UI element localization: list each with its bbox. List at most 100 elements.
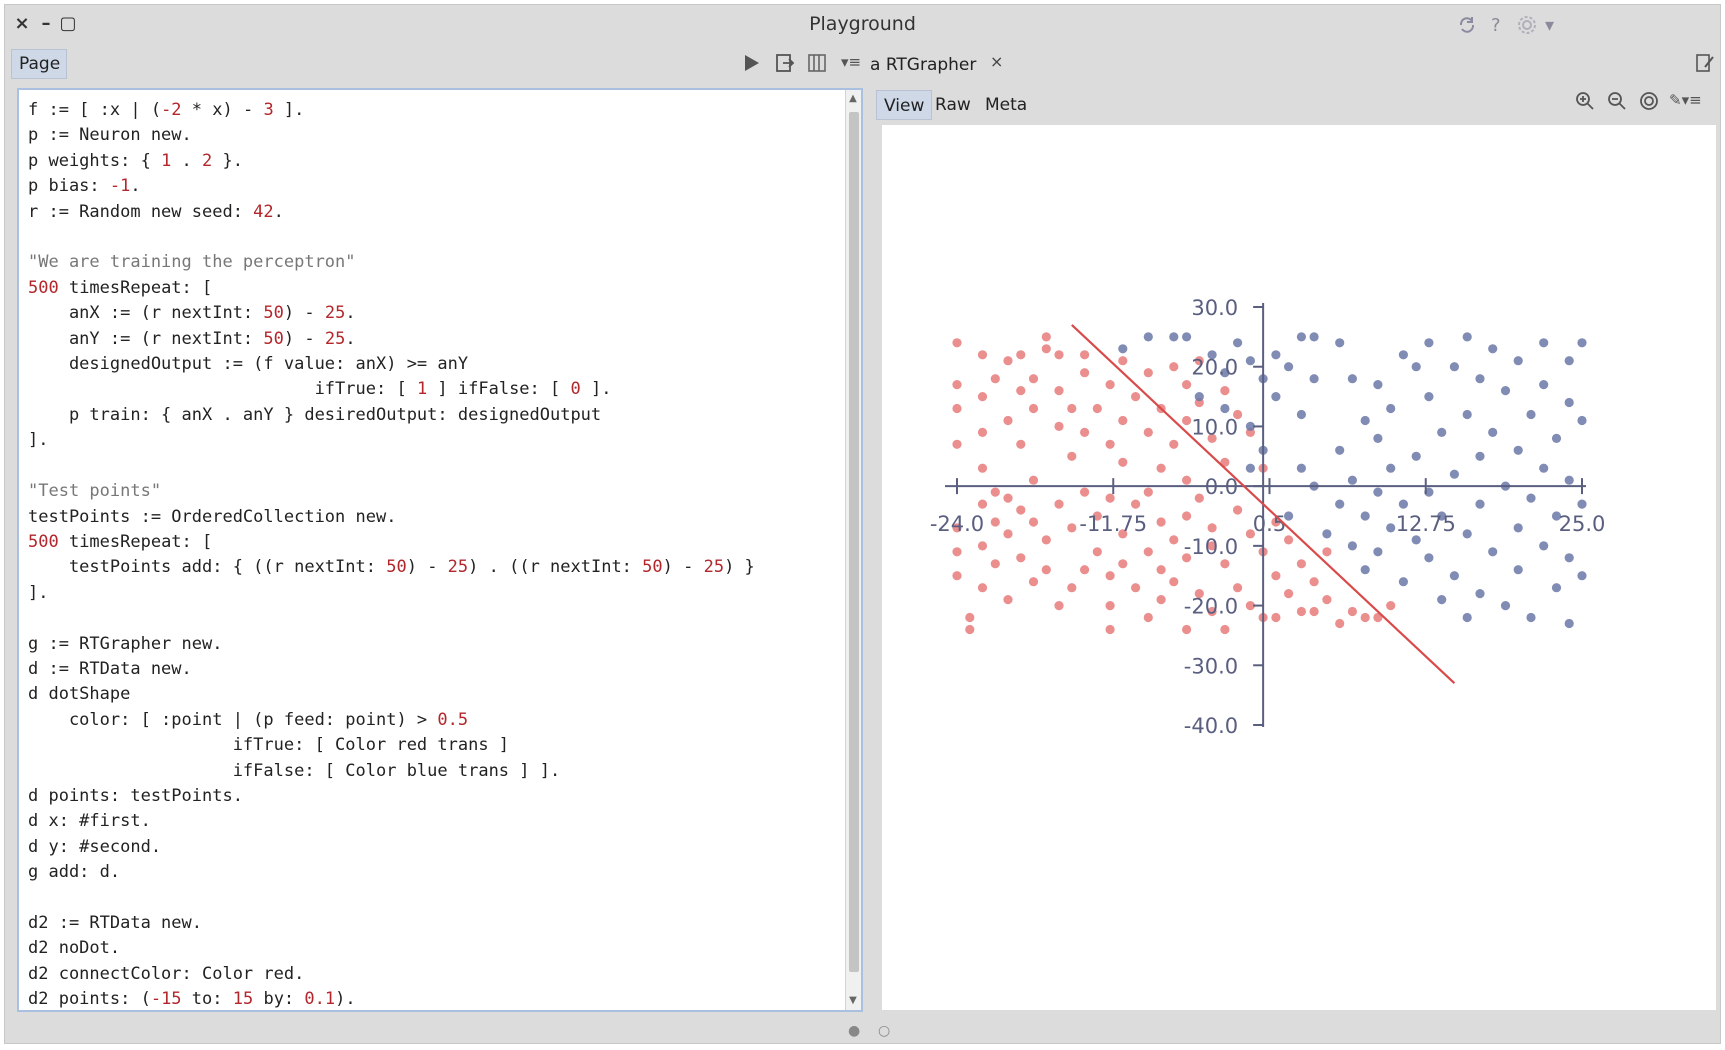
scroll-thumb[interactable] bbox=[849, 112, 859, 972]
gear-icon[interactable] bbox=[1517, 15, 1537, 40]
code-line[interactable]: p bias: -1. bbox=[28, 176, 141, 197]
code-line[interactable]: ifTrue: [ 1 ] ifFalse: [ 0 ]. bbox=[28, 379, 612, 400]
code-line[interactable]: g add: d. bbox=[28, 862, 121, 883]
red-point bbox=[1092, 403, 1102, 414]
y-tick-label: 20.0 bbox=[1191, 356, 1238, 380]
code-line[interactable]: 500 timesRepeat: [ bbox=[28, 531, 213, 552]
code-line[interactable]: anY := (r nextInt: 50) - 25. bbox=[28, 328, 356, 349]
code-line[interactable]: r := Random new seed: 42. bbox=[28, 201, 284, 222]
blue-point bbox=[1386, 463, 1396, 473]
blue-point bbox=[1386, 403, 1396, 414]
code-line[interactable]: testPoints := OrderedCollection new. bbox=[28, 506, 397, 527]
code-line[interactable]: d points: testPoints. bbox=[28, 785, 243, 806]
blue-point bbox=[1360, 511, 1370, 521]
red-point bbox=[1118, 457, 1128, 467]
code-line[interactable]: d2 points: (-15 to: 15 by: 0.1). bbox=[28, 989, 356, 1010]
pane-menu-icon[interactable]: ▾≡ bbox=[841, 53, 862, 71]
red-point bbox=[977, 392, 988, 402]
red-point bbox=[1067, 403, 1077, 414]
edit-icon[interactable] bbox=[1695, 53, 1715, 78]
zoom-fit-icon[interactable] bbox=[1639, 91, 1659, 116]
scroll-up-icon[interactable]: ▲ bbox=[849, 93, 857, 104]
code-line[interactable]: color: [ :point | (p feed: point) > 0.5 bbox=[28, 709, 469, 730]
code-line[interactable]: d := RTData new. bbox=[28, 658, 192, 679]
bindings-icon[interactable] bbox=[807, 53, 827, 78]
code-line[interactable]: p weights: { 1 . 2 }. bbox=[28, 150, 243, 171]
code-line[interactable]: ifTrue: [ Color red trans ] bbox=[28, 735, 510, 756]
code-line[interactable]: "We are training the perceptron" bbox=[28, 252, 356, 273]
red-point bbox=[990, 374, 1000, 384]
tab-rtgrapher[interactable]: a RTGrapher bbox=[870, 55, 977, 75]
tab-page[interactable]: Page bbox=[11, 49, 67, 79]
red-point bbox=[1080, 565, 1090, 575]
maximize-window-icon[interactable]: ▢ bbox=[59, 13, 77, 34]
blue-point bbox=[1424, 392, 1434, 402]
blue-point bbox=[1386, 523, 1396, 533]
code-line[interactable]: d2 := RTData new. bbox=[28, 913, 202, 933]
blue-point bbox=[1347, 475, 1357, 485]
code-line[interactable]: ]. bbox=[28, 430, 49, 451]
code-line[interactable]: d x: #first. bbox=[28, 811, 151, 832]
code-line[interactable]: d2 noDot. bbox=[28, 938, 121, 959]
blue-point bbox=[1449, 362, 1459, 372]
red-point bbox=[1118, 415, 1128, 426]
blue-point bbox=[1284, 511, 1294, 521]
zoom-in-icon[interactable] bbox=[1575, 91, 1595, 116]
code-line[interactable] bbox=[28, 606, 755, 631]
code-line[interactable]: d y: #second. bbox=[28, 836, 162, 857]
code-line[interactable]: g := RTGrapher new. bbox=[28, 633, 223, 654]
code-line[interactable]: 500 timesRepeat: [ bbox=[28, 277, 213, 298]
tab-meta[interactable]: Meta bbox=[985, 95, 1028, 115]
code-text[interactable]: f := [ :x | (-2 * x) - 3 ]. p := Neuron n… bbox=[28, 98, 755, 1010]
blue-point bbox=[1564, 397, 1574, 408]
blue-point bbox=[1462, 409, 1472, 420]
code-line[interactable]: ifFalse: [ Color blue trans ] ]. bbox=[28, 760, 561, 781]
scroll-down-icon[interactable]: ▼ bbox=[849, 995, 857, 1006]
red-point bbox=[1271, 612, 1281, 623]
tab-view[interactable]: View bbox=[876, 90, 933, 120]
close-tab-icon[interactable]: × bbox=[990, 52, 1004, 71]
page-indicator[interactable]: ○ bbox=[878, 1023, 891, 1039]
blue-point bbox=[1335, 445, 1345, 455]
blue-point bbox=[1309, 332, 1319, 342]
code-line[interactable]: testPoints add: { ((r nextInt: 50) - 25)… bbox=[28, 557, 755, 578]
red-point bbox=[1182, 511, 1192, 521]
blue-point bbox=[1182, 332, 1192, 342]
blue-point bbox=[1462, 612, 1472, 623]
code-line[interactable] bbox=[28, 886, 755, 911]
code-line[interactable] bbox=[28, 225, 755, 250]
code-editor[interactable]: f := [ :x | (-2 * x) - 3 ]. p := Neuron n… bbox=[17, 88, 863, 1012]
red-point bbox=[1220, 457, 1230, 467]
zoom-out-icon[interactable] bbox=[1607, 91, 1627, 116]
red-point bbox=[1041, 332, 1051, 342]
blue-point bbox=[1539, 380, 1549, 390]
chevron-down-icon[interactable]: ▾ bbox=[1545, 15, 1555, 36]
inspect-icon[interactable] bbox=[775, 53, 795, 78]
chart-canvas[interactable]: -24.0 -11.75 0.5 12.75 25.0 30.0 20.0 10.0 0.0 -1… bbox=[882, 125, 1716, 1010]
view-menu-icon[interactable]: ✎▾≡ bbox=[1669, 91, 1702, 109]
page-indicator-active[interactable]: ● bbox=[848, 1023, 861, 1039]
red-point bbox=[1220, 559, 1230, 569]
blue-point bbox=[1513, 565, 1523, 575]
blue-point bbox=[1296, 409, 1306, 420]
code-line[interactable]: d dotShape bbox=[28, 684, 131, 705]
code-line[interactable]: anX := (r nextInt: 50) - 25. bbox=[28, 303, 356, 324]
code-line[interactable]: designedOutput := (f value: anX) >= anY bbox=[28, 354, 469, 375]
blue-point bbox=[1398, 350, 1408, 360]
red-point bbox=[1169, 362, 1179, 372]
red-point bbox=[1207, 606, 1217, 617]
code-line[interactable]: ]. bbox=[28, 582, 49, 603]
play-icon[interactable] bbox=[743, 53, 761, 78]
code-line[interactable] bbox=[28, 454, 755, 479]
code-line[interactable]: p train: { anX . anY } desiredOutput: de… bbox=[28, 404, 602, 425]
code-line[interactable]: d2 connectColor: Color red. bbox=[28, 963, 305, 984]
help-icon[interactable]: ? bbox=[1491, 15, 1501, 36]
code-line[interactable]: f := [ :x | (-2 * x) - 3 ]. bbox=[28, 100, 305, 120]
editor-scrollbar[interactable]: ▲ ▼ bbox=[845, 90, 861, 1010]
sync-icon[interactable] bbox=[1457, 15, 1477, 40]
tab-raw[interactable]: Raw bbox=[935, 95, 971, 115]
code-line[interactable]: p := Neuron new. bbox=[28, 125, 192, 146]
code-line[interactable]: "Test points" bbox=[28, 481, 162, 502]
close-window-icon[interactable]: × bbox=[14, 13, 30, 34]
minimize-window-icon[interactable]: – bbox=[41, 13, 51, 34]
